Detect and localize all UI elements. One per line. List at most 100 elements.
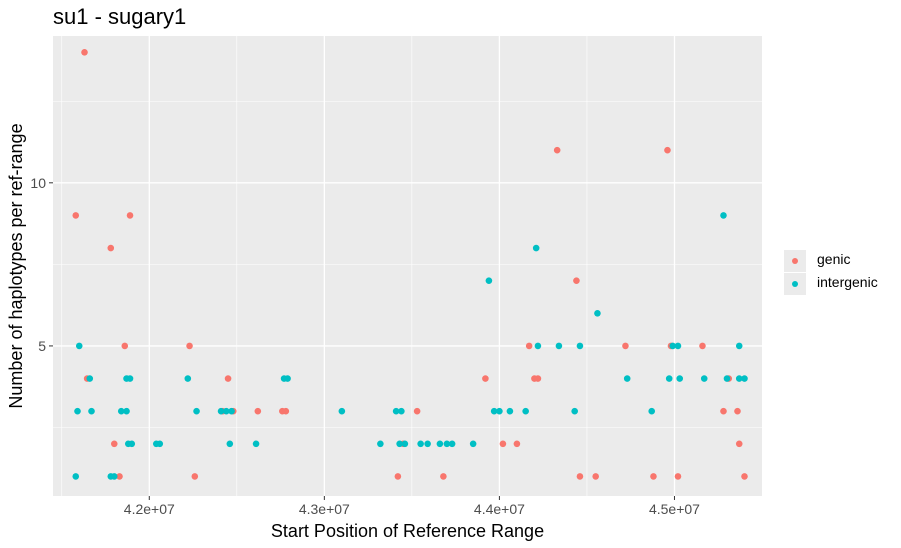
data-point-intergenic (469, 440, 477, 448)
data-point-intergenic (75, 342, 83, 350)
data-point-intergenic (676, 375, 684, 382)
data-points (72, 49, 748, 480)
data-point-intergenic (665, 375, 673, 382)
data-point-intergenic (156, 440, 164, 448)
data-point-genic (72, 212, 80, 219)
data-point-intergenic (193, 407, 200, 415)
data-point-intergenic (735, 342, 743, 350)
data-point-intergenic (506, 407, 514, 415)
data-point-intergenic (448, 440, 456, 448)
data-point-intergenic (284, 375, 291, 382)
data-point-intergenic (398, 407, 405, 415)
data-point-intergenic (226, 440, 234, 448)
data-point-intergenic (417, 440, 424, 448)
data-point-genic (482, 375, 489, 382)
data-point-intergenic (396, 440, 403, 448)
data-point-intergenic (117, 407, 125, 415)
data-point-genic (121, 342, 129, 350)
data-point-genic (126, 212, 134, 219)
data-point-intergenic (228, 407, 235, 415)
data-point-intergenic (123, 407, 130, 415)
data-point-genic (110, 440, 118, 448)
data-point-genic (741, 473, 748, 480)
data-point-intergenic (443, 440, 451, 448)
data-point-intergenic (496, 407, 503, 415)
data-point-genic (525, 342, 533, 350)
x-tick-label: 4.3e+07 (299, 501, 350, 517)
data-point-intergenic (252, 440, 260, 448)
data-point-intergenic (338, 407, 346, 415)
data-point-intergenic (534, 342, 542, 350)
data-point-genic (440, 473, 447, 480)
x-axis-label: Start Position of Reference Range (271, 521, 544, 541)
data-point-genic (186, 342, 193, 350)
data-point-genic (394, 473, 402, 480)
data-point-genic (499, 440, 507, 448)
data-point-intergenic (223, 407, 230, 415)
data-point-genic (592, 473, 599, 480)
data-point-intergenic (735, 375, 743, 382)
data-point-genic (720, 407, 727, 415)
plot-panel (53, 36, 762, 496)
legend-dot-icon (792, 281, 798, 287)
data-point-intergenic (392, 407, 400, 415)
data-point-intergenic (86, 375, 94, 382)
data-point-intergenic (110, 473, 118, 480)
data-point-genic (116, 473, 123, 480)
data-point-intergenic (128, 440, 136, 448)
data-point-intergenic (723, 375, 731, 382)
data-point-intergenic (669, 342, 677, 350)
data-point-genic (735, 440, 743, 448)
axis-ticks (49, 182, 675, 500)
chart-title: su1 - sugary1 (53, 4, 187, 29)
grid-major (53, 36, 762, 496)
data-point-intergenic (217, 407, 225, 415)
data-point-genic (674, 473, 682, 480)
data-point-intergenic (424, 440, 431, 448)
data-point-intergenic (576, 342, 584, 350)
data-point-intergenic (72, 473, 80, 480)
data-point-genic (191, 473, 199, 480)
legend-key-genic (784, 250, 806, 272)
y-tick-label: 5 (38, 338, 46, 354)
data-point-intergenic (532, 244, 540, 252)
data-point-genic (650, 473, 657, 480)
grid-minor (53, 36, 762, 496)
x-tick-label: 4.2e+07 (124, 501, 175, 517)
data-point-genic (573, 277, 580, 284)
data-point-intergenic (184, 375, 192, 382)
data-point-intergenic (648, 407, 656, 415)
data-point-genic (413, 407, 421, 415)
legend-dot-icon (792, 258, 798, 264)
data-point-intergenic (720, 212, 727, 219)
data-point-genic (282, 407, 290, 415)
y-tick-label: 10 (30, 175, 46, 191)
axis-tick-labels: 4.2e+07 4.3e+07 4.4e+07 4.5e+07 5 10 (30, 175, 700, 517)
data-point-genic (576, 473, 584, 480)
legend-label-genic: genic (817, 251, 851, 267)
data-point-genic (81, 49, 88, 56)
data-point-intergenic (74, 407, 81, 415)
data-point-intergenic (490, 407, 498, 415)
data-point-intergenic (436, 440, 444, 448)
data-point-genic (553, 146, 561, 154)
data-point-intergenic (401, 440, 409, 448)
data-point-intergenic (126, 375, 134, 382)
data-point-genic (254, 407, 262, 415)
data-point-intergenic (522, 407, 529, 415)
y-axis-label: Number of haplotypes per ref-range (6, 123, 26, 408)
data-point-intergenic (674, 342, 682, 350)
data-point-intergenic (623, 375, 631, 382)
data-point-intergenic (485, 277, 493, 284)
data-point-genic (107, 244, 115, 252)
legend-key-intergenic (784, 273, 806, 295)
x-tick-label: 4.4e+07 (474, 501, 525, 517)
data-point-intergenic (594, 310, 601, 317)
data-point-genic (699, 342, 706, 350)
data-point-intergenic (555, 342, 563, 350)
data-point-intergenic (88, 407, 95, 415)
data-point-genic (734, 407, 741, 415)
data-point-intergenic (741, 375, 748, 382)
data-point-genic (664, 146, 671, 154)
